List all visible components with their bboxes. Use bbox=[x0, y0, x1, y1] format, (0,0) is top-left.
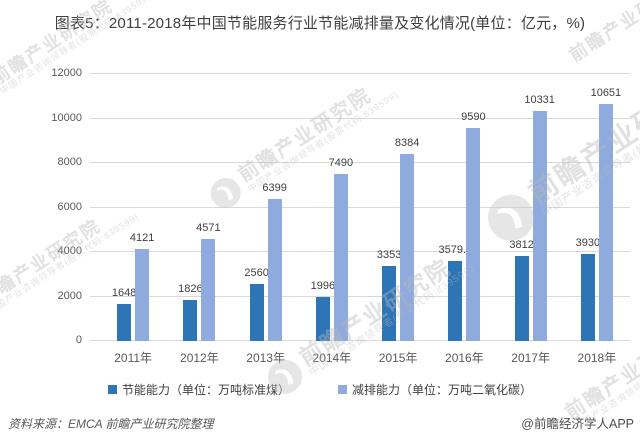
y-tick-10000: 10000 bbox=[51, 111, 82, 124]
legend-item-节能能力（单位：万吨标准煤）[interactable]: 节能能力（单位：万吨标准煤） bbox=[107, 381, 290, 398]
data-label: 7490 bbox=[328, 157, 354, 170]
data-label: 4571 bbox=[196, 222, 221, 235]
gridline-0 bbox=[90, 340, 630, 341]
y-tick-12000: 12000 bbox=[51, 67, 82, 79]
chart-title: 图表5：2011-2018年中国节能服务行业节能减排量及变化情况(单位：亿元，%… bbox=[54, 15, 586, 32]
bar-节能能力（单位：万吨标准煤）-2018年[interactable]: 3930 bbox=[576, 237, 600, 341]
legend: 节能能力（单位：万吨标准煤） 减排能力（单位：万吨二氧化碳） bbox=[0, 381, 640, 398]
data-label: 10651 bbox=[590, 87, 622, 100]
bar-节能能力（单位：万吨标准煤）-2011年[interactable]: 1648 bbox=[112, 287, 136, 341]
data-label: 3579.5 bbox=[438, 244, 473, 257]
bar-节能能力（单位：万吨标准煤）-2015年[interactable]: 3353 bbox=[377, 249, 401, 341]
x-tick-2017年: 2017年 bbox=[511, 351, 550, 365]
gridline-2000 bbox=[90, 295, 630, 297]
gridline-10000 bbox=[90, 117, 630, 119]
bar-group-2014年: 1996 7490 2014年 bbox=[299, 74, 365, 365]
data-label: 1826 bbox=[178, 283, 203, 296]
legend-item-减排能力（单位：万吨二氧化碳）[interactable]: 减排能力（单位：万吨二氧化碳） bbox=[338, 381, 532, 398]
y-axis: 0 2000 4000 6000 8000 10000 12000 bbox=[30, 67, 82, 346]
bar-group-2018年: 3930 10651 2018年 bbox=[564, 74, 630, 365]
bar-节能能力（单位：万吨标准煤）-2013年[interactable]: 2560 bbox=[244, 267, 269, 341]
bar-group-2013年: 2560 6399 2013年 bbox=[233, 74, 299, 365]
data-label: 3930 bbox=[575, 236, 601, 249]
data-label: 2560 bbox=[244, 267, 269, 280]
bar-减排能力（单位：万吨二氧化碳）-2015年[interactable]: 8384 bbox=[395, 137, 419, 341]
gridline-8000 bbox=[90, 162, 630, 163]
legend-marker-icon bbox=[338, 385, 347, 394]
data-label: 8384 bbox=[394, 137, 420, 150]
plot-area: 1648 4121 2011年 1826 4571 2012年 2560 6399 2013年 1… bbox=[90, 73, 630, 365]
credit-note: @前瞻经济学人APP bbox=[521, 417, 634, 431]
source-note: 资料来源：EMCA 前瞻产业研究院整理 bbox=[8, 417, 214, 431]
data-label: 10331 bbox=[524, 94, 555, 107]
bar-减排能力（单位：万吨二氧化碳）-2013年[interactable]: 6399 bbox=[262, 182, 287, 341]
bar-group-2015年: 3353 8384 2015年 bbox=[365, 74, 431, 365]
x-tick-2013年: 2013年 bbox=[246, 351, 285, 365]
bar-group-2012年: 1826 4571 2012年 bbox=[166, 74, 232, 365]
x-tick-2016年: 2016年 bbox=[445, 351, 484, 365]
bar-group-2016年: 3579.5 9590 2016年 bbox=[431, 74, 497, 365]
data-label: 1648 bbox=[111, 287, 137, 300]
x-tick-2011年: 2011年 bbox=[114, 351, 153, 365]
data-label: 1996 bbox=[310, 279, 336, 292]
gridline-4000 bbox=[90, 251, 630, 252]
bar-节能能力（单位：万吨标准煤）-2017年[interactable]: 3812 bbox=[509, 239, 534, 341]
bar-节能能力（单位：万吨标准煤）-2014年[interactable]: 1996 bbox=[311, 280, 335, 341]
data-label: 9590 bbox=[461, 110, 486, 123]
gridline-6000 bbox=[90, 206, 630, 208]
data-label: 3812 bbox=[509, 239, 534, 252]
y-tick-2000: 2000 bbox=[57, 289, 82, 302]
y-tick-0: 0 bbox=[75, 334, 82, 346]
bar-减排能力（单位：万吨二氧化碳）-2018年[interactable]: 10651 bbox=[591, 87, 621, 341]
bar-group-2011年: 1648 4121 2011年 bbox=[100, 74, 166, 365]
data-label: 6399 bbox=[262, 181, 287, 194]
bar-减排能力（单位：万吨二氧化碳）-2014年[interactable]: 7490 bbox=[329, 157, 353, 341]
y-tick-4000: 4000 bbox=[57, 245, 82, 257]
y-tick-6000: 6000 bbox=[57, 200, 82, 213]
bar-减排能力（单位：万吨二氧化碳）-2017年[interactable]: 10331 bbox=[524, 94, 555, 341]
bar-节能能力（单位：万吨标准煤）-2012年[interactable]: 1826 bbox=[178, 283, 203, 341]
data-label: 4121 bbox=[129, 232, 155, 245]
data-label: 3353 bbox=[376, 249, 402, 262]
bar-节能能力（单位：万吨标准煤）-2016年[interactable]: 3579.5 bbox=[439, 244, 472, 341]
y-tick-8000: 8000 bbox=[57, 156, 82, 168]
bar-减排能力（单位：万吨二氧化碳）-2016年[interactable]: 9590 bbox=[461, 111, 486, 341]
legend-label: 减排能力（单位：万吨二氧化碳） bbox=[352, 383, 533, 397]
x-tick-2014年: 2014年 bbox=[312, 351, 352, 365]
x-tick-2012年: 2012年 bbox=[180, 351, 219, 365]
legend-marker-icon bbox=[107, 385, 117, 394]
bar-series-container: 1648 4121 2011年 1826 4571 2012年 2560 6399 2013年 1… bbox=[90, 74, 630, 365]
bar-减排能力（单位：万吨二氧化碳）-2012年[interactable]: 4571 bbox=[196, 222, 221, 341]
legend-label: 节能能力（单位：万吨标准煤） bbox=[121, 383, 290, 397]
bar-减排能力（单位：万吨二氧化碳）-2011年[interactable]: 4121 bbox=[130, 232, 154, 341]
bar-group-2017年: 3812 10331 2017年 bbox=[498, 74, 564, 365]
x-tick-2015年: 2015年 bbox=[378, 351, 418, 365]
x-tick-2018年: 2018年 bbox=[577, 351, 617, 365]
gridline-12000 bbox=[90, 73, 630, 74]
